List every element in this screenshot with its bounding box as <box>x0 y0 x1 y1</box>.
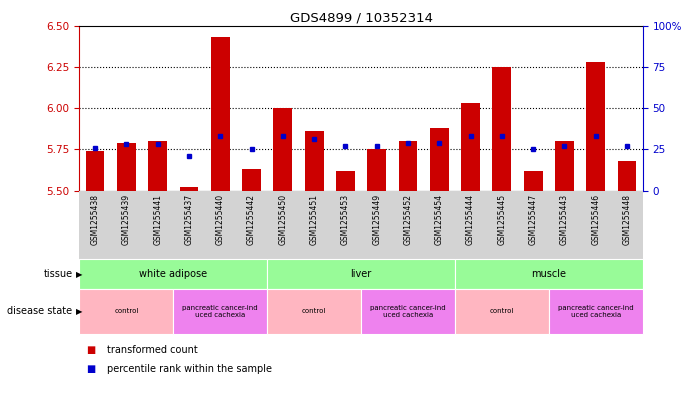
Text: tissue: tissue <box>44 269 73 279</box>
Bar <box>274 108 292 191</box>
Bar <box>267 289 361 334</box>
Text: pancreatic cancer-ind
uced cachexia: pancreatic cancer-ind uced cachexia <box>182 305 258 318</box>
Bar <box>79 259 267 289</box>
Bar <box>430 128 448 191</box>
Text: GSM1255453: GSM1255453 <box>341 194 350 245</box>
Text: GSM1255447: GSM1255447 <box>529 194 538 245</box>
Bar <box>267 259 455 289</box>
Text: GSM1255441: GSM1255441 <box>153 194 162 245</box>
Text: control: control <box>302 309 326 314</box>
Bar <box>79 289 173 334</box>
Bar <box>117 143 135 191</box>
Text: percentile rank within the sample: percentile rank within the sample <box>107 364 272 375</box>
Title: GDS4899 / 10352314: GDS4899 / 10352314 <box>290 11 433 24</box>
Bar <box>86 151 104 191</box>
Bar <box>361 289 455 334</box>
Bar <box>399 141 417 191</box>
Text: GSM1255443: GSM1255443 <box>560 194 569 245</box>
Text: GSM1255442: GSM1255442 <box>247 194 256 245</box>
Bar <box>173 289 267 334</box>
Text: GSM1255444: GSM1255444 <box>466 194 475 245</box>
Text: GSM1255451: GSM1255451 <box>310 194 319 245</box>
Text: GSM1255449: GSM1255449 <box>372 194 381 245</box>
Bar <box>455 289 549 334</box>
Text: GSM1255439: GSM1255439 <box>122 194 131 245</box>
Bar <box>618 161 636 191</box>
Text: control: control <box>490 309 514 314</box>
Text: GSM1255445: GSM1255445 <box>498 194 507 245</box>
Bar <box>461 103 480 191</box>
Text: GSM1255448: GSM1255448 <box>623 194 632 245</box>
Bar <box>242 169 261 191</box>
Text: GSM1255438: GSM1255438 <box>91 194 100 245</box>
Text: pancreatic cancer-ind
uced cachexia: pancreatic cancer-ind uced cachexia <box>370 305 446 318</box>
Text: pancreatic cancer-ind
uced cachexia: pancreatic cancer-ind uced cachexia <box>558 305 634 318</box>
Bar <box>493 67 511 191</box>
Bar <box>211 37 229 191</box>
Bar <box>336 171 354 191</box>
Text: ▶: ▶ <box>76 270 82 279</box>
Text: GSM1255452: GSM1255452 <box>404 194 413 245</box>
Text: transformed count: transformed count <box>107 345 198 355</box>
Text: disease state: disease state <box>8 307 73 316</box>
Bar <box>555 141 574 191</box>
Bar <box>549 289 643 334</box>
Text: GSM1255437: GSM1255437 <box>184 194 193 245</box>
Text: ▶: ▶ <box>76 307 82 316</box>
Bar <box>180 187 198 191</box>
Text: ■: ■ <box>86 345 95 355</box>
Text: GSM1255450: GSM1255450 <box>278 194 287 245</box>
Bar <box>149 141 167 191</box>
Bar <box>368 149 386 191</box>
Bar <box>455 259 643 289</box>
Bar <box>524 171 542 191</box>
Text: liver: liver <box>350 269 372 279</box>
Text: GSM1255454: GSM1255454 <box>435 194 444 245</box>
Bar <box>586 62 605 191</box>
Text: GSM1255440: GSM1255440 <box>216 194 225 245</box>
Bar <box>305 131 323 191</box>
Text: ■: ■ <box>86 364 95 375</box>
Text: white adipose: white adipose <box>140 269 207 279</box>
Text: GSM1255446: GSM1255446 <box>591 194 600 245</box>
Text: muscle: muscle <box>531 269 566 279</box>
Text: control: control <box>114 309 139 314</box>
